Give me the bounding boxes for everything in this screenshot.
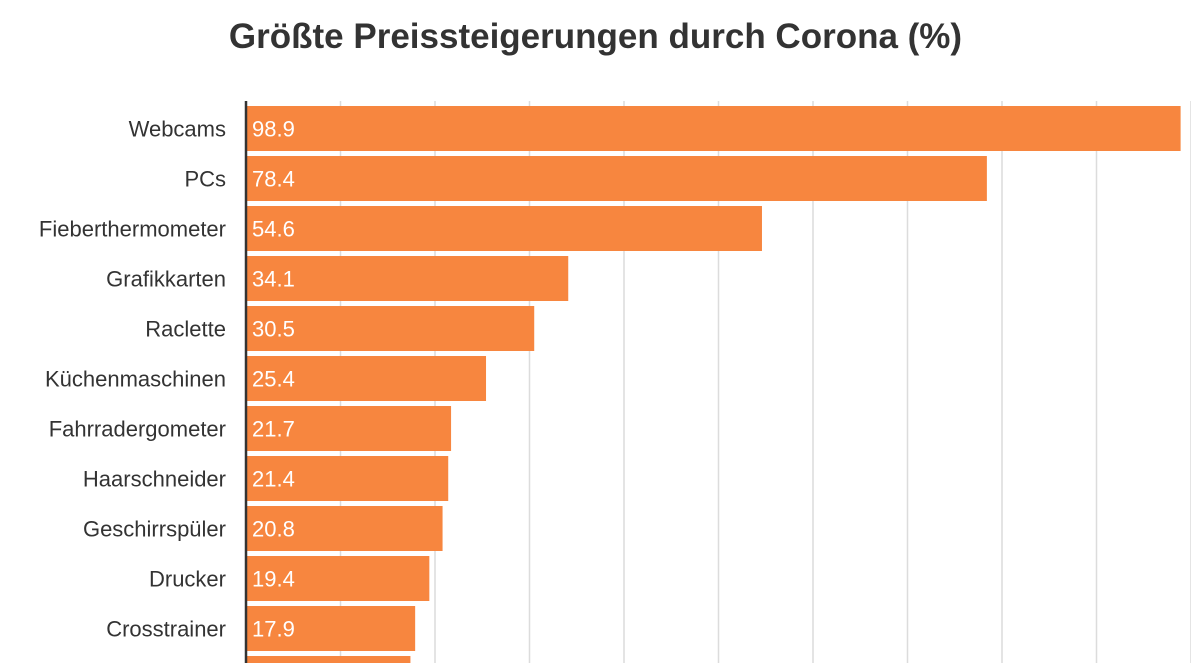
bar [246,656,411,663]
data-label: 25.4 [252,367,295,392]
category-label: Crosstrainer [106,617,226,642]
data-label: 17.9 [252,617,295,642]
category-label: Webcams [129,117,226,142]
data-label: 78.4 [252,167,295,192]
category-label: Haarschneider [83,467,226,492]
bar [246,356,487,401]
data-label: 21.7 [252,417,295,442]
data-label: 19.4 [252,567,295,592]
bar [246,456,449,501]
bar [246,156,987,201]
bar [246,606,416,651]
chart-title: Größte Preissteigerungen durch Corona (%… [228,17,963,56]
bar [246,306,535,351]
category-label: Raclette [145,317,226,342]
bar [246,256,569,301]
bar [246,206,762,251]
category-label: Fahrradergometer [49,417,226,442]
data-label: 54.6 [252,217,295,242]
bar [246,106,1181,151]
bar [246,406,452,451]
data-label: 34.1 [252,267,295,292]
data-label: 21.4 [252,467,295,492]
category-label: Grafikkarten [106,267,226,292]
bar [246,556,430,601]
bar [246,506,443,551]
category-label: Fieberthermometer [39,217,226,242]
category-label: PCs [184,167,226,192]
data-label: 20.8 [252,517,295,542]
category-label: Drucker [149,567,226,592]
category-label: Küchenmaschinen [45,367,226,392]
category-label: Geschirrspüler [83,517,226,542]
data-label: 30.5 [252,317,295,342]
data-label: 98.9 [252,117,295,142]
